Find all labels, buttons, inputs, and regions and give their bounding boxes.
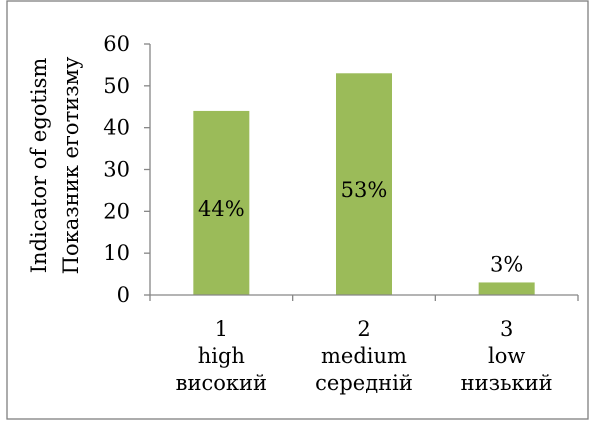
data-label: 3% — [490, 252, 523, 276]
y-tick-label: 30 — [103, 158, 130, 182]
x-category-label: низький — [461, 371, 553, 395]
y-tick-label: 60 — [103, 32, 130, 56]
y-axis-title-line: Indicator of egotism — [27, 58, 51, 274]
x-category-label: low — [488, 344, 525, 368]
chart-frame — [6, 0, 589, 420]
y-axis-ticks: 0 10 20 30 40 50 60 — [103, 32, 150, 307]
y-axis-title-line: Показник еготизму — [59, 56, 83, 274]
y-tick-label: 20 — [103, 199, 130, 223]
y-axis-title: Indicator of egotism Показник еготизму — [27, 56, 83, 274]
y-tick-label: 10 — [103, 241, 130, 265]
data-label: 44% — [198, 197, 245, 221]
x-category-label: medium — [321, 344, 407, 368]
x-category-label: 2 — [357, 317, 370, 341]
x-category-label: 3 — [500, 317, 513, 341]
data-labels: 44% 53% 3% — [198, 178, 523, 276]
y-tick-label: 50 — [103, 74, 130, 98]
y-tick-label: 0 — [117, 283, 130, 307]
axes — [149, 44, 579, 301]
bars — [193, 73, 535, 296]
bar — [193, 110, 250, 295]
x-category-label: високий — [176, 371, 267, 395]
bar — [478, 282, 535, 295]
x-category-label: середній — [315, 371, 413, 395]
x-category-label: high — [198, 344, 245, 368]
data-label: 53% — [341, 178, 388, 202]
y-tick-label: 40 — [103, 116, 130, 140]
x-axis-categories: 1 high високий 2 medium середній 3 low низький — [176, 317, 553, 395]
bar — [336, 73, 392, 296]
x-category-label: 1 — [215, 317, 228, 341]
